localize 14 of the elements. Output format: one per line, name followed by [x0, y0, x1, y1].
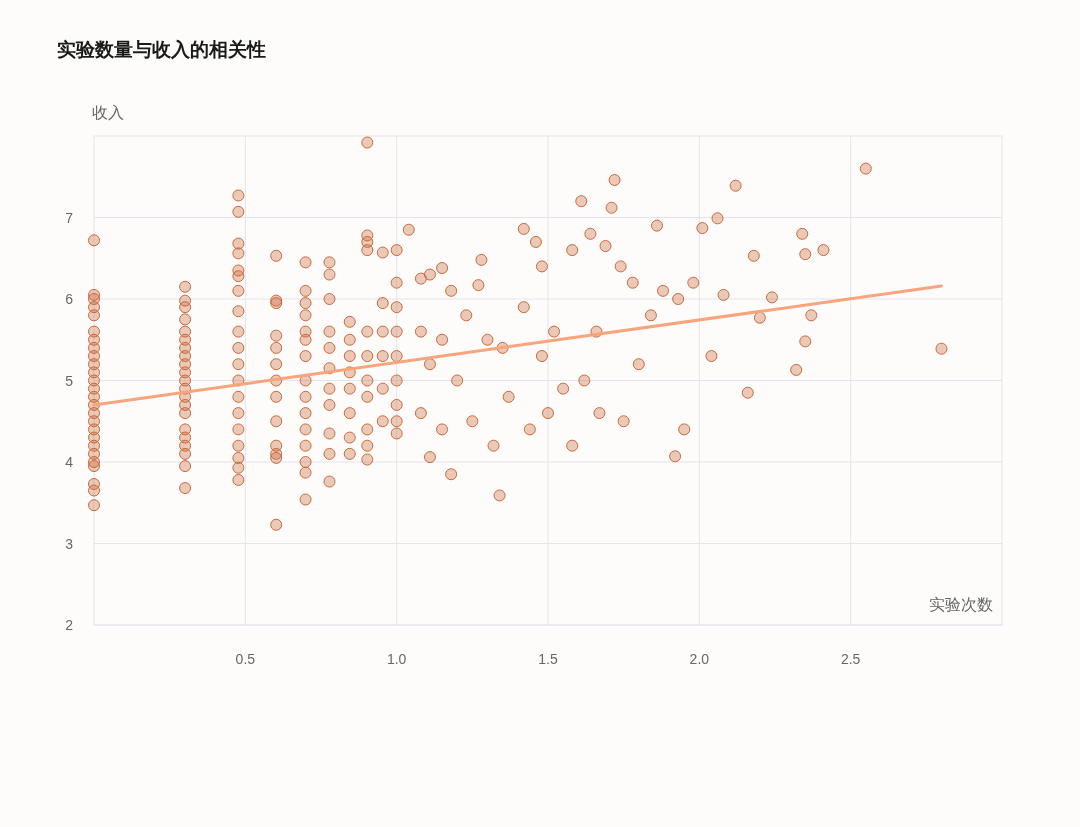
- y-tick-label: 3: [65, 535, 74, 552]
- y-tick-label: 6: [65, 291, 74, 307]
- x-axis-title: 实验次数: [929, 596, 993, 613]
- y-tick-label: 4: [65, 454, 74, 470]
- y-tick-label: 5: [65, 372, 74, 389]
- x-tick-label: 2.5: [840, 651, 861, 667]
- x-tick-label: 1.0: [386, 651, 407, 667]
- chart-title: 实验数量与收入的相关性: [57, 39, 266, 60]
- x-tick-label: 2.0: [689, 651, 710, 667]
- y-tick-label: 7: [65, 209, 74, 226]
- x-tick-label: 1.5: [538, 651, 558, 667]
- y-axis-title: 收入: [92, 104, 124, 121]
- y-tick-label: 2: [65, 617, 74, 633]
- x-tick-label: 0.5: [235, 651, 256, 667]
